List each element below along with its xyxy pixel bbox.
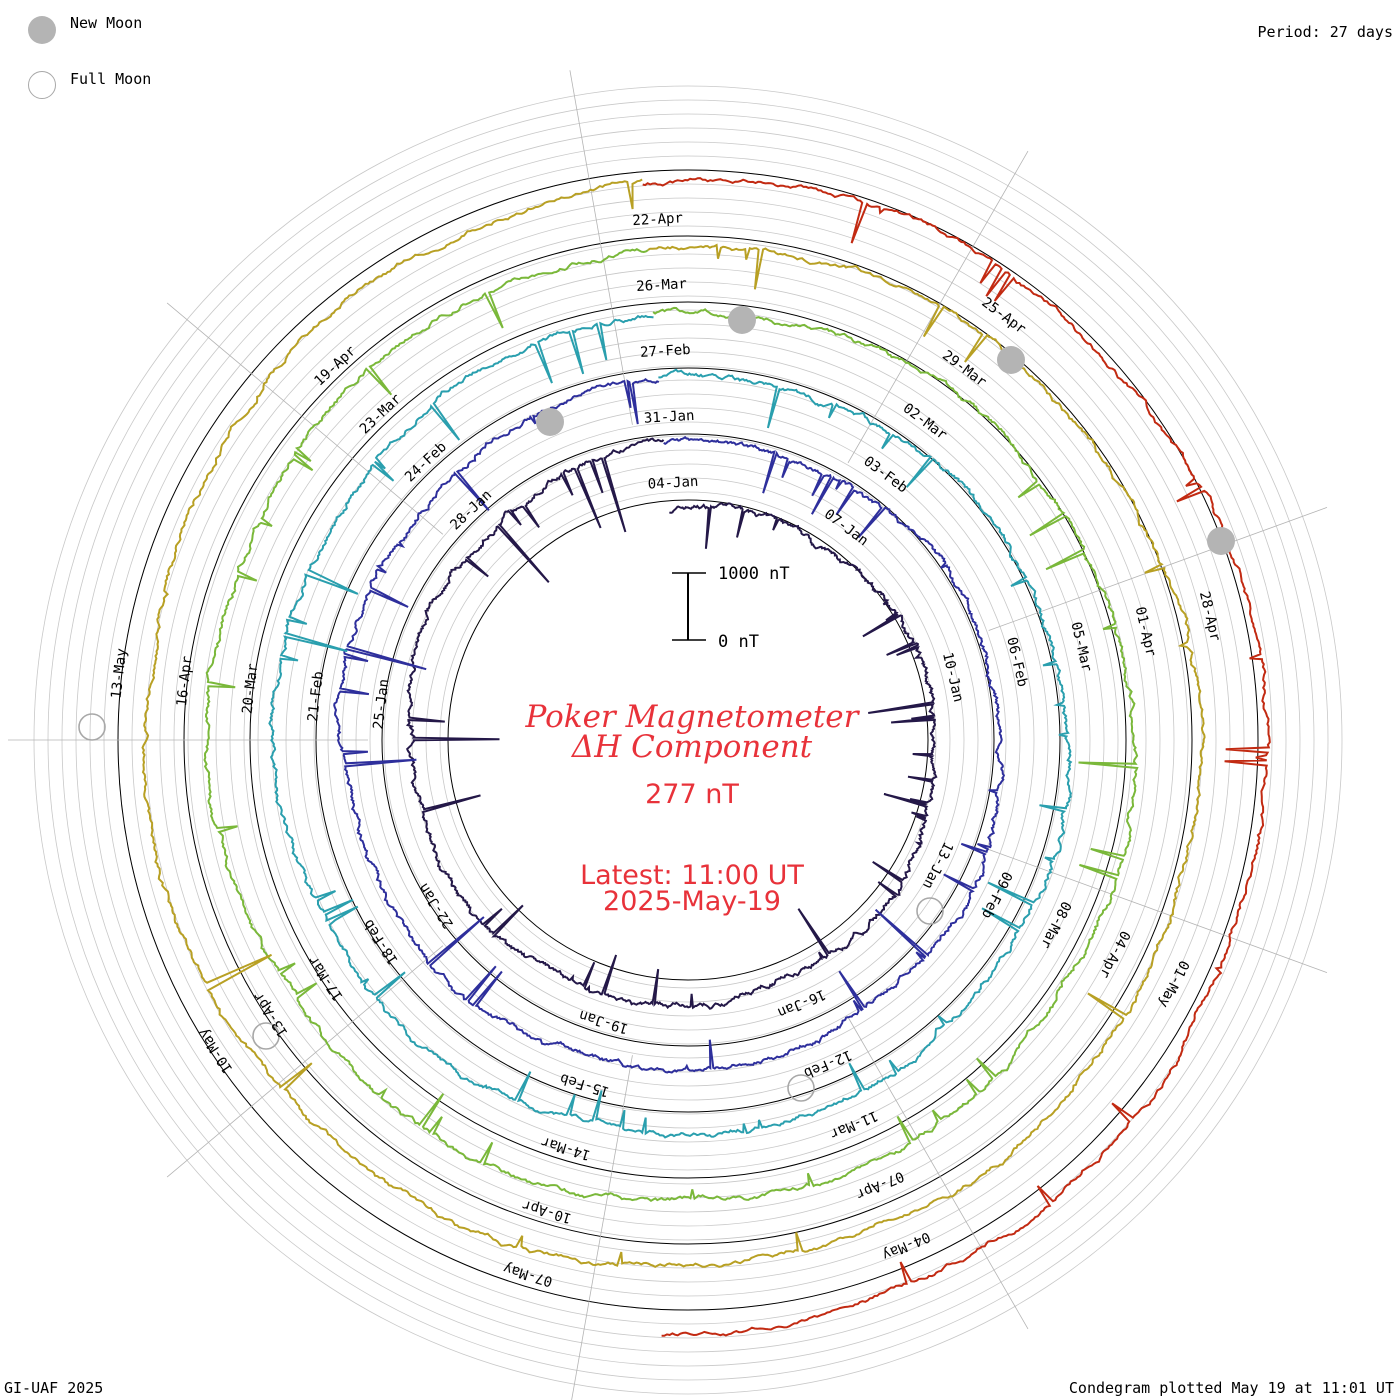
trace-line [268, 314, 1073, 1139]
date-spoke [166, 302, 444, 535]
date-label: 04-Jan [647, 474, 698, 493]
new-moon-legend-icon [28, 16, 56, 44]
full-moon-legend-icon [28, 71, 56, 99]
trace-line [141, 178, 1206, 1269]
scale-bottom-label: 0 nT [718, 632, 759, 652]
date-label: 12-Feb [801, 1046, 854, 1081]
date-label: 07-Jan [821, 506, 871, 549]
credit-label: GI-UAF 2025 [4, 1379, 104, 1397]
date-label: 24-Feb [402, 439, 450, 485]
date-label: 27-Feb [640, 342, 691, 361]
scale-top-label: 1000 nT [718, 564, 790, 584]
date-label: 22-Jan [416, 880, 457, 931]
scale-bar: 1000 nT 0 nT [672, 564, 790, 652]
new-moon-legend-label: New Moon [70, 14, 143, 32]
date-label: 01-Apr [1132, 605, 1159, 658]
date-label: 20-Mar [240, 663, 262, 715]
grid-ring [369, 421, 1007, 1059]
date-label: 09-Feb [978, 869, 1015, 921]
date-label: 10-Apr [520, 1196, 573, 1226]
date-label: 25-Apr [979, 294, 1029, 337]
new-moon-marker [728, 306, 756, 334]
chart-subtitle: ΔH Component [571, 729, 813, 765]
full-moon-marker [916, 897, 944, 925]
moon-markers [78, 306, 1235, 1102]
date-label: 01-May [1155, 958, 1192, 1010]
date-label: 04-May [880, 1228, 933, 1263]
date-label: 05-Mar [1067, 620, 1094, 673]
date-label: 22-Apr [632, 210, 683, 229]
date-label: 26-Mar [636, 276, 687, 295]
plotted-timestamp: Condegram plotted May 19 at 11:01 UT [1068, 1379, 1394, 1397]
date-label: 21-Feb [305, 670, 327, 722]
full-moon-marker [78, 713, 106, 741]
date-label: 19-Apr [311, 343, 359, 389]
date-label: 15-Feb [558, 1070, 611, 1100]
date-label: 07-May [501, 1260, 554, 1290]
date-label: 07-Apr [853, 1168, 906, 1203]
full-moon-legend-label: Full Moon [70, 70, 152, 88]
date-label: 06-Feb [1003, 636, 1030, 689]
full-moon-marker [787, 1074, 815, 1102]
data-traces [141, 177, 1271, 1337]
grid-ring [411, 463, 965, 1017]
trace-line [333, 378, 1006, 1074]
date-label: 13-May [108, 647, 130, 699]
date-label: 17-Mar [305, 953, 346, 1004]
date-label: 28-Apr [1196, 590, 1223, 643]
trace-line [405, 437, 938, 1010]
reference-circle [381, 433, 995, 1047]
date-label: 10-Jan [939, 651, 966, 704]
full-moon-marker [252, 1022, 280, 1050]
current-value: 277 nT [645, 779, 739, 810]
latest-date: 2025-May-19 [603, 886, 781, 917]
date-spoke [571, 1055, 633, 1400]
date-label: 04-Apr [1096, 928, 1133, 980]
date-label: 25-Jan [371, 678, 393, 730]
latest-time: Latest: 11:00 UT [580, 860, 804, 891]
date-label: 13-Apr [250, 989, 291, 1040]
new-moon-marker [997, 346, 1025, 374]
trace-line [203, 248, 1139, 1203]
period-label: Period: 27 days [1257, 23, 1393, 41]
grid-ring [397, 449, 979, 1031]
date-spoke [988, 849, 1328, 973]
date-label: 13-Jan [919, 839, 956, 891]
new-moon-marker [536, 408, 564, 436]
date-label: 16-Jan [775, 986, 828, 1021]
chart-title: Poker Magnetometer [525, 699, 861, 735]
date-label: 16-Apr [174, 655, 196, 707]
new-moon-marker [1207, 527, 1235, 555]
date-spoke [166, 945, 444, 1178]
trace-line [642, 177, 1271, 1337]
date-spoke [569, 70, 633, 425]
grid-ring [383, 435, 993, 1045]
date-spoke [847, 1016, 1029, 1330]
date-label: 23-Mar [357, 391, 405, 437]
date-label: 31-Jan [643, 408, 694, 427]
date-label: 03-Feb [860, 453, 910, 496]
date-label: 08-Mar [1037, 898, 1074, 950]
date-label: 18-Feb [361, 916, 402, 967]
